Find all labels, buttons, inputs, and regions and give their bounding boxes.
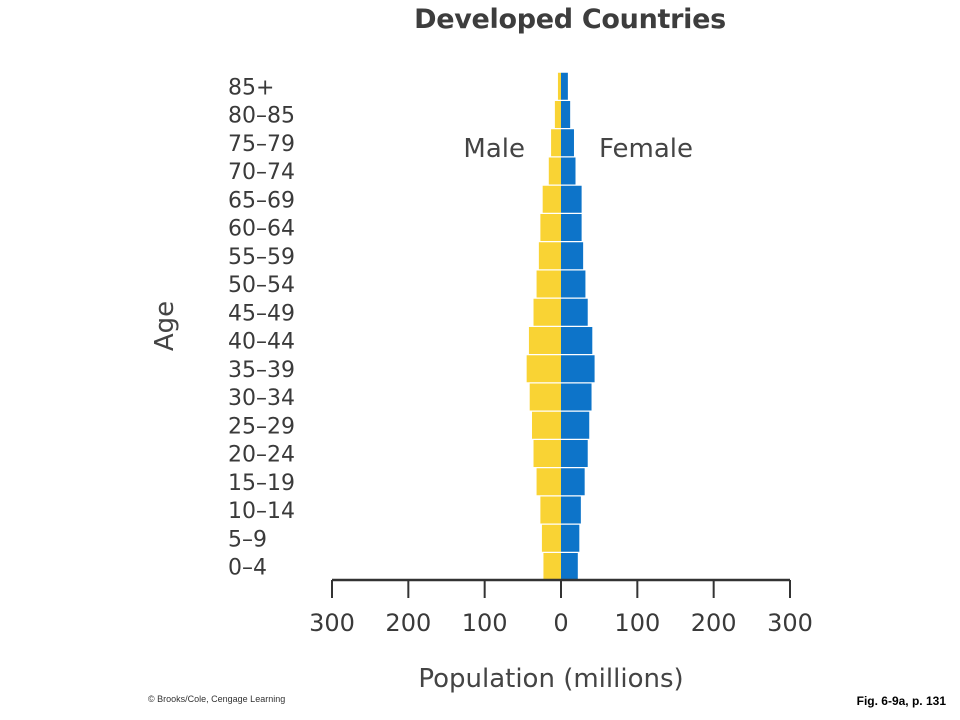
x-tick-label: 200 [385, 609, 431, 637]
female-bar [561, 270, 586, 298]
age-tick-label: 60–64 [228, 217, 295, 242]
age-tick-label: 80–85 [228, 104, 295, 129]
x-tick-label: 0 [553, 609, 568, 637]
female-bar [561, 242, 584, 270]
age-tick-label: 30–34 [228, 386, 295, 411]
x-tick-label: 300 [767, 609, 813, 637]
female-bar [561, 383, 592, 411]
age-tick-label: 75–79 [228, 132, 295, 157]
age-tick-label: 50–54 [228, 273, 295, 298]
male-bar [526, 355, 561, 383]
x-tick-label: 200 [691, 609, 737, 637]
figure-reference: Fig. 6-9a, p. 131 [856, 694, 946, 708]
age-tick-label: 15–19 [228, 471, 295, 496]
age-tick-label: 40–44 [228, 330, 295, 355]
male-bar [543, 553, 561, 580]
female-bar [561, 129, 574, 157]
x-axis-title: Population (millions) [418, 664, 683, 694]
female-bar [561, 411, 590, 439]
copyright-credit: © Brooks/Cole, Cengage Learning [148, 694, 286, 704]
x-tick-label: 100 [614, 609, 660, 637]
male-bar [548, 157, 561, 185]
female-bar [561, 524, 580, 552]
legend-male: Male [463, 134, 525, 164]
male-bar [538, 242, 561, 270]
female-bar [561, 468, 585, 496]
female-bar [561, 496, 581, 524]
chart-title: Developed Countries [414, 4, 726, 35]
age-tick-label: 5–9 [228, 527, 267, 552]
age-tick-label: 0–4 [228, 556, 267, 581]
male-bar [540, 214, 561, 241]
age-tick-label: 45–49 [228, 301, 295, 326]
age-tick-label: 65–69 [228, 188, 295, 213]
y-axis-title: Age [150, 301, 180, 351]
female-bar [561, 101, 571, 128]
male-bar [536, 270, 561, 298]
female-bar [561, 553, 578, 580]
male-bar [540, 496, 561, 524]
age-tick-label: 25–29 [228, 414, 295, 439]
female-bar [561, 355, 595, 383]
age-tick-label: 85+ [228, 75, 274, 100]
male-bar [557, 72, 561, 100]
male-bar [533, 440, 561, 467]
x-tick-label: 100 [462, 609, 508, 637]
age-tick-labels: 0–4 5–9 10–14 15–19 20–24 25–29 30–34 35–39 40–4… [228, 75, 295, 580]
male-bar [529, 383, 561, 411]
female-bar [561, 157, 576, 185]
x-tick-label: 300 [309, 609, 355, 637]
female-bar [561, 185, 582, 213]
age-tick-label: 35–39 [228, 358, 295, 383]
male-bar [533, 298, 561, 326]
female-bars [561, 72, 595, 580]
legend-female: Female [599, 134, 693, 164]
male-bar [541, 524, 561, 552]
age-tick-label: 55–59 [228, 245, 295, 270]
age-tick-label: 70–74 [228, 160, 295, 185]
female-bar [561, 327, 593, 354]
age-tick-label: 20–24 [228, 443, 295, 468]
male-bar [531, 411, 561, 439]
age-tick-label: 10–14 [228, 499, 295, 524]
female-bar [561, 72, 568, 100]
female-bar [561, 214, 582, 241]
male-bar [554, 101, 561, 128]
x-axis: 300 200 100 0 100 200 300 [309, 578, 813, 637]
male-bar [528, 327, 561, 354]
male-bars [526, 72, 561, 580]
male-bar [542, 185, 561, 213]
female-bar [561, 440, 588, 467]
male-bar [551, 129, 561, 157]
female-bar [561, 298, 588, 326]
male-bar [536, 468, 561, 496]
